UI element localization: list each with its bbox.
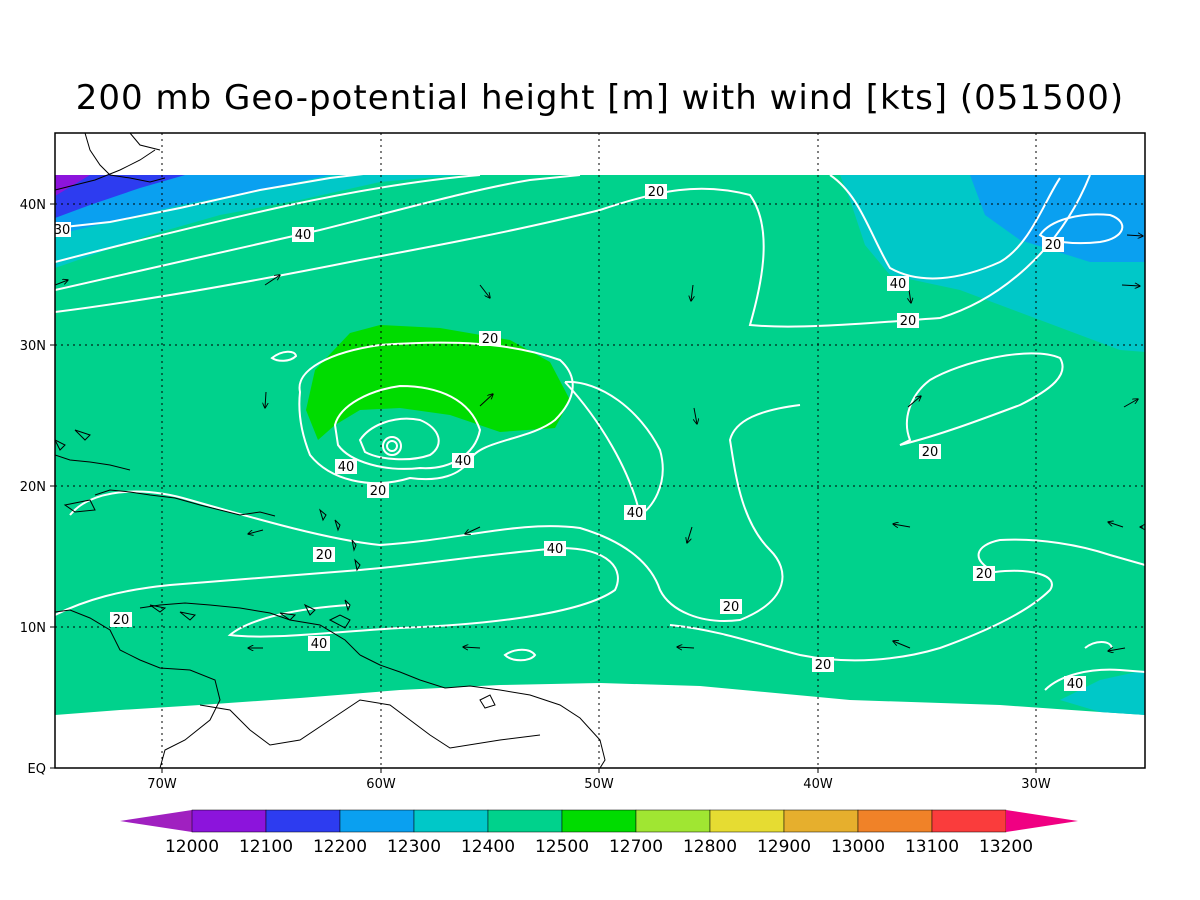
svg-text:40: 40 xyxy=(890,277,907,292)
lat-label: 40N xyxy=(20,198,46,213)
isotach-label: 40 xyxy=(308,636,330,652)
isotach-label: 40 xyxy=(452,453,474,469)
lon-label: 40W xyxy=(803,777,833,792)
isotach-label: 40 xyxy=(292,227,314,243)
svg-text:40: 40 xyxy=(455,454,472,469)
latitude-labels: 40N 30N 20N 10N EQ xyxy=(20,198,46,777)
colorbar-swatch xyxy=(783,809,859,833)
isotach-label: 20 xyxy=(367,483,389,499)
colorbar-swatch xyxy=(265,809,341,833)
lon-label: 50W xyxy=(584,777,614,792)
colorbar-label: 12100 xyxy=(239,837,293,857)
height-band-12500 xyxy=(55,175,1145,715)
colorbar-label: 12000 xyxy=(165,837,219,857)
height-band-12400-southeast xyxy=(1060,670,1145,715)
svg-text:20: 20 xyxy=(815,658,832,673)
svg-text:30: 30 xyxy=(54,223,71,238)
isotach-label: 30 xyxy=(54,222,71,238)
colorbar-label: 12200 xyxy=(313,837,367,857)
isotach-label: 40 xyxy=(887,276,909,292)
isotach-label: 20 xyxy=(812,657,834,673)
colorbar-swatch xyxy=(120,810,192,832)
lat-label: 20N xyxy=(20,480,46,495)
map-title: 200 mb Geo-potential height [m] with win… xyxy=(75,78,1125,118)
colorbar-label: 12800 xyxy=(683,837,737,857)
svg-text:40: 40 xyxy=(295,228,312,243)
wind-vectors xyxy=(55,235,1143,651)
svg-text:20: 20 xyxy=(723,600,740,615)
colorbar-label: 12500 xyxy=(535,837,589,857)
svg-text:20: 20 xyxy=(482,332,499,347)
isotach-label: 20 xyxy=(1042,237,1064,253)
isotach-label: 20 xyxy=(973,566,995,582)
isotach-label: 40 xyxy=(624,505,646,521)
height-band-12300-east xyxy=(970,175,1145,262)
isotach-label: 20 xyxy=(720,599,742,615)
svg-text:20: 20 xyxy=(113,613,130,628)
isotach-label: 40 xyxy=(544,541,566,557)
svg-text:40: 40 xyxy=(547,542,564,557)
colorbar-swatch xyxy=(339,809,415,833)
colorbar-swatch xyxy=(857,809,933,833)
isotach-label: 20 xyxy=(110,612,132,628)
isotach-label: 20 xyxy=(645,184,667,200)
colorbar-swatch xyxy=(931,809,1007,833)
longitude-labels: 70W 60W 50W 40W 30W xyxy=(147,777,1051,792)
map-frame xyxy=(54,132,1146,769)
colorbar-swatch xyxy=(413,809,489,833)
colorbar-label: 13100 xyxy=(905,837,959,857)
svg-text:20: 20 xyxy=(370,484,387,499)
colorbar-swatch xyxy=(635,809,711,833)
svg-text:40: 40 xyxy=(338,460,355,475)
lat-label: EQ xyxy=(28,762,46,777)
height-band-12700 xyxy=(306,325,570,440)
isotach-label: 20 xyxy=(313,547,335,563)
isotach-labels: 20 20 20 20 20 20 20 20 20 20 20 40 40 4… xyxy=(54,184,1086,692)
colorbar: 12000 12100 12200 12300 12400 12500 12700 12800… xyxy=(120,809,1078,857)
colorbar-swatch xyxy=(1006,810,1078,832)
isotach-label: 20 xyxy=(479,331,501,347)
svg-text:40: 40 xyxy=(311,637,328,652)
isotach-label: 20 xyxy=(897,313,919,329)
svg-text:20: 20 xyxy=(648,185,665,200)
lon-label: 60W xyxy=(366,777,396,792)
svg-text:20: 20 xyxy=(900,314,917,329)
svg-text:40: 40 xyxy=(1067,677,1084,692)
colorbar-label: 13200 xyxy=(979,837,1033,857)
colorbar-swatch xyxy=(561,809,637,833)
svg-text:20: 20 xyxy=(316,548,333,563)
isotach-label: 40 xyxy=(1064,676,1086,692)
lat-label: 30N xyxy=(20,339,46,354)
colorbar-swatch xyxy=(191,809,267,833)
isotach-label: 20 xyxy=(919,444,941,460)
tick-marks xyxy=(50,203,1037,773)
isotach-label: 40 xyxy=(335,459,357,475)
svg-text:40: 40 xyxy=(627,506,644,521)
colorbar-label: 12700 xyxy=(609,837,663,857)
coastlines xyxy=(55,133,606,768)
colorbar-label: 12300 xyxy=(387,837,441,857)
colorbar-swatch xyxy=(487,809,563,833)
colorbar-swatch xyxy=(709,809,785,833)
lon-label: 70W xyxy=(147,777,177,792)
colorbar-label: 12400 xyxy=(461,837,515,857)
svg-text:20: 20 xyxy=(1045,238,1062,253)
lat-label: 10N xyxy=(20,621,46,636)
colorbar-label: 12900 xyxy=(757,837,811,857)
lon-label: 30W xyxy=(1021,777,1051,792)
isotach-contours xyxy=(55,171,1145,691)
map-plot-area: 20 20 20 20 20 20 20 20 20 20 20 40 40 4… xyxy=(54,133,1145,768)
svg-text:20: 20 xyxy=(976,567,993,582)
colorbar-label: 13000 xyxy=(831,837,885,857)
svg-text:20: 20 xyxy=(922,445,939,460)
height-band-12200 xyxy=(55,175,185,218)
